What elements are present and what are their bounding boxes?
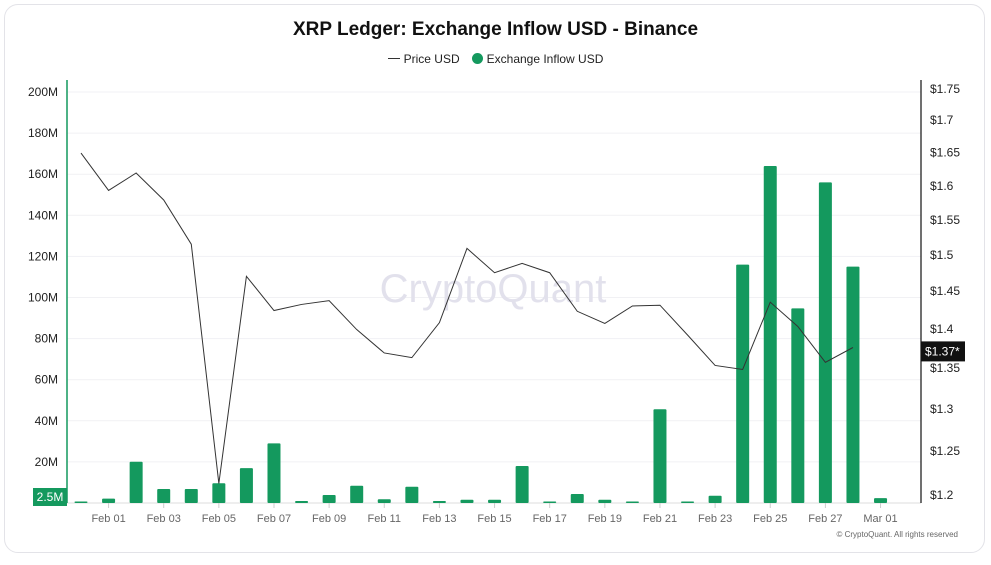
inflow-bar bbox=[874, 498, 888, 503]
x-tick-label: Mar 01 bbox=[863, 513, 897, 525]
inflow-bar bbox=[405, 486, 419, 503]
left-tick-label: 100M bbox=[28, 291, 58, 305]
copyright: © CryptoQuant. All rights reserved bbox=[836, 530, 959, 539]
right-tick-label: $1.2 bbox=[930, 488, 954, 502]
inflow-bar bbox=[515, 466, 529, 503]
inflow-bar bbox=[791, 308, 805, 503]
right-tick-label: $1.3 bbox=[930, 402, 954, 416]
left-tick-label: 200M bbox=[28, 85, 58, 99]
watermark: CryptoQuant bbox=[380, 267, 607, 311]
right-last-value-label: $1.37* bbox=[925, 344, 960, 358]
inflow-bar bbox=[488, 499, 502, 503]
left-tick-label: 20M bbox=[35, 455, 58, 469]
left-tick-label: 160M bbox=[28, 167, 58, 181]
left-tick-label: 140M bbox=[28, 208, 58, 222]
inflow-bar bbox=[432, 500, 446, 503]
left-tick-label: 180M bbox=[28, 126, 58, 140]
x-tick-label: Feb 11 bbox=[368, 513, 401, 525]
inflow-bar bbox=[460, 499, 474, 503]
right-tick-label: $1.4 bbox=[930, 322, 954, 336]
inflow-bar bbox=[736, 264, 750, 503]
inflow-bar bbox=[212, 483, 226, 503]
x-tick-label: Feb 03 bbox=[147, 513, 181, 525]
inflow-bar bbox=[267, 443, 281, 503]
inflow-bar bbox=[570, 493, 584, 503]
x-tick-label: Feb 23 bbox=[698, 513, 732, 525]
left-tick-label: 120M bbox=[28, 249, 58, 263]
left-last-value-badge bbox=[33, 488, 67, 506]
x-tick-label: Feb 07 bbox=[257, 513, 291, 525]
left-last-value-label: 2.5M bbox=[37, 490, 64, 504]
inflow-bar bbox=[818, 182, 832, 504]
right-tick-label: $1.55 bbox=[930, 213, 960, 227]
x-tick-label: Feb 15 bbox=[477, 513, 511, 525]
inflow-bar bbox=[653, 409, 667, 503]
x-tick-label: Feb 27 bbox=[808, 513, 842, 525]
inflow-bar bbox=[763, 165, 777, 504]
inflow-bar bbox=[377, 499, 391, 503]
inflow-bar bbox=[239, 468, 253, 503]
inflow-bar bbox=[184, 489, 198, 503]
right-tick-label: $1.6 bbox=[930, 179, 954, 193]
left-tick-label: 40M bbox=[35, 414, 58, 428]
x-tick-label: Feb 05 bbox=[202, 513, 236, 525]
x-tick-label: Feb 01 bbox=[91, 513, 125, 525]
inflow-bar bbox=[129, 461, 143, 503]
right-tick-label: $1.7 bbox=[930, 113, 954, 127]
inflow-bar bbox=[102, 498, 116, 503]
legend-price-label[interactable]: Price USD bbox=[403, 51, 460, 66]
x-tick-label: Feb 19 bbox=[588, 513, 622, 525]
x-tick-label: Feb 25 bbox=[753, 513, 787, 525]
x-tick-label: Feb 13 bbox=[422, 513, 456, 525]
x-tick-label: Feb 21 bbox=[643, 513, 677, 525]
chart-title: XRP Ledger: Exchange Inflow USD - Binanc… bbox=[292, 19, 699, 40]
inflow-bar bbox=[681, 501, 695, 503]
right-tick-label: $1.45 bbox=[930, 284, 960, 298]
inflow-bar bbox=[598, 499, 612, 503]
inflow-bar bbox=[625, 501, 639, 503]
legend-inflow-label[interactable]: Exchange Inflow USD bbox=[486, 51, 604, 66]
inflow-bar bbox=[295, 500, 309, 503]
inflow-bar bbox=[350, 485, 364, 503]
inflow-bar bbox=[322, 494, 336, 503]
legend-inflow-swatch bbox=[471, 53, 483, 65]
price-line bbox=[80, 152, 854, 484]
inflow-bar bbox=[708, 495, 722, 503]
right-tick-label: $1.25 bbox=[930, 444, 960, 458]
legend-price-swatch bbox=[387, 58, 400, 60]
left-tick-label: 60M bbox=[35, 373, 58, 387]
legend: Price USD Exchange Inflow USD bbox=[0, 51, 991, 66]
x-tick-label: Feb 09 bbox=[312, 513, 346, 525]
left-tick-label: 80M bbox=[35, 332, 58, 346]
inflow-bar bbox=[846, 266, 860, 503]
right-tick-label: $1.65 bbox=[930, 146, 960, 160]
inflow-bar bbox=[74, 501, 88, 503]
right-tick-label: $1.5 bbox=[930, 248, 954, 262]
inflow-bar bbox=[543, 501, 557, 503]
inflow-bar bbox=[157, 489, 171, 503]
right-tick-label: $1.35 bbox=[930, 361, 960, 375]
right-last-value-badge bbox=[921, 341, 965, 362]
right-tick-label: $1.75 bbox=[930, 82, 960, 96]
x-tick-label: Feb 17 bbox=[533, 513, 567, 525]
